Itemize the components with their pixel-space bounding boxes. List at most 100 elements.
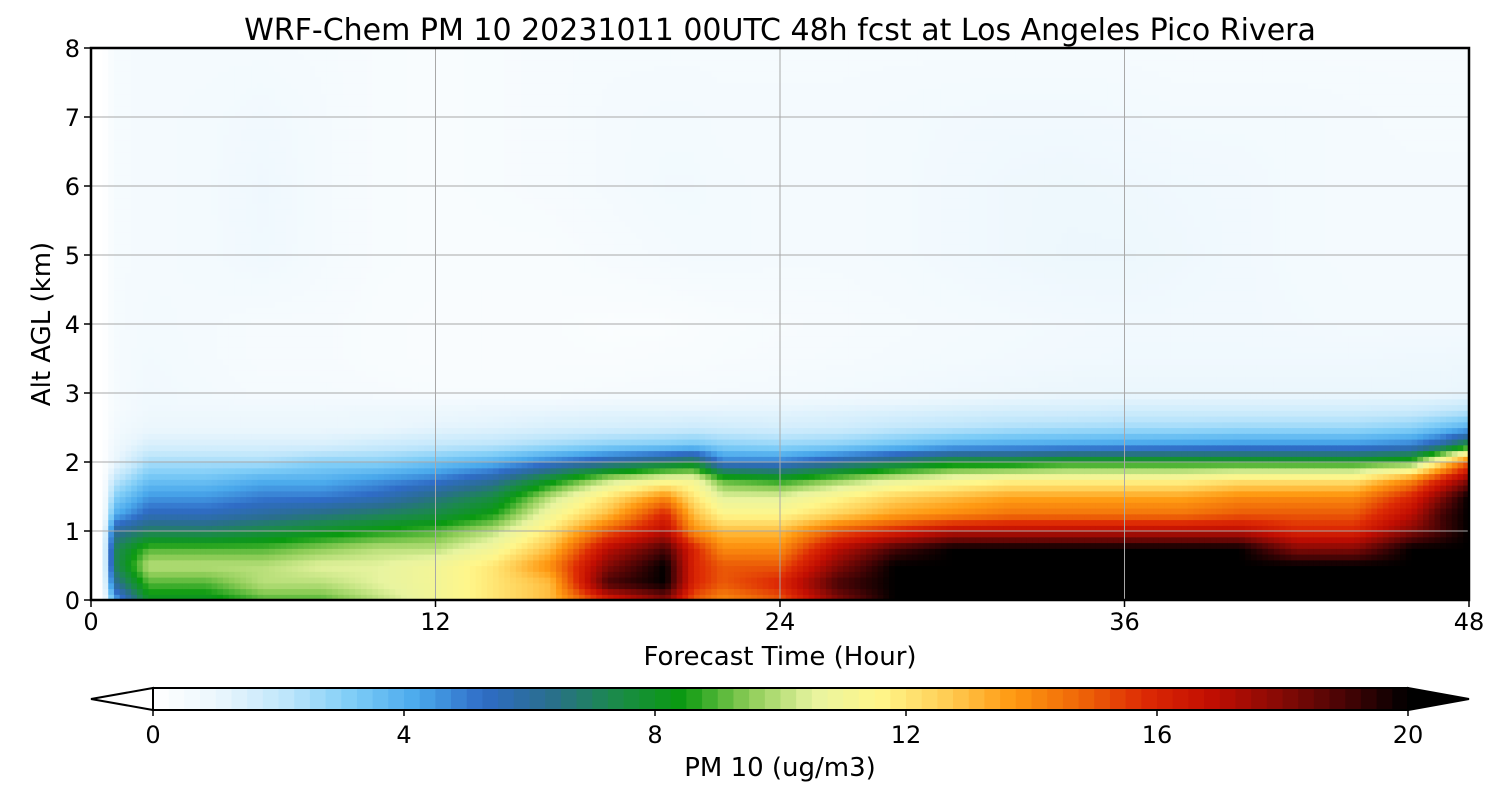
heatmap-cell	[866, 577, 873, 584]
heatmap-cell	[1354, 490, 1361, 498]
heatmap-cell	[1204, 536, 1212, 544]
heatmap-cell	[1199, 588, 1206, 595]
heatmap-cell	[251, 594, 259, 601]
heatmap-cell	[854, 508, 861, 515]
heatmap-cell	[343, 490, 350, 498]
heatmap-cell	[992, 525, 999, 532]
heatmap-cell	[1135, 485, 1143, 492]
heatmap-cell	[125, 508, 132, 515]
heatmap-cell	[1204, 548, 1212, 555]
heatmap-cell	[1032, 588, 1039, 595]
heatmap-cell	[688, 479, 695, 486]
heatmap-cell	[1239, 536, 1246, 544]
heatmap-cell	[1354, 559, 1361, 567]
heatmap-cell	[1187, 525, 1194, 532]
heatmap-cell	[1061, 565, 1068, 572]
heatmap-cell	[1451, 588, 1459, 595]
heatmap-cell	[1049, 479, 1057, 486]
heatmap-cell	[1032, 594, 1039, 601]
heatmap-cell	[1411, 525, 1418, 532]
heatmap-cell	[251, 582, 259, 590]
heatmap-cell	[579, 479, 586, 486]
heatmap-cell	[889, 479, 896, 486]
heatmap-cell	[1009, 485, 1017, 492]
heatmap-cell	[538, 508, 546, 515]
heatmap-cell	[286, 525, 293, 532]
heatmap-cell	[246, 508, 253, 515]
heatmap-cell	[1245, 594, 1252, 601]
heatmap-cell	[487, 513, 494, 521]
heatmap-cell	[1400, 525, 1407, 532]
heatmap-cell	[659, 496, 666, 503]
heatmap-cell	[1199, 531, 1206, 538]
heatmap-cell	[998, 548, 1005, 555]
heatmap-cell	[1382, 559, 1390, 567]
heatmap-cell	[768, 490, 775, 498]
heatmap-cell	[309, 508, 316, 515]
heatmap-cell	[418, 508, 425, 515]
heatmap-cell	[711, 519, 718, 526]
heatmap-cell	[1044, 513, 1051, 521]
heatmap-cell	[527, 542, 534, 549]
heatmap-cell	[866, 479, 873, 486]
heatmap-cell	[389, 548, 396, 555]
heatmap-cell	[1296, 490, 1304, 498]
heatmap-cell	[1342, 542, 1350, 549]
heatmap-cell	[291, 525, 299, 532]
heatmap-cell	[866, 525, 873, 532]
heatmap-cell	[343, 513, 350, 521]
heatmap-cell	[1256, 559, 1263, 567]
heatmap-cell	[889, 502, 896, 509]
heatmap-cell	[940, 542, 948, 549]
heatmap-cell	[573, 502, 580, 509]
heatmap-cell	[165, 508, 172, 515]
heatmap-cell	[1371, 565, 1378, 572]
heatmap-cell	[602, 571, 609, 578]
heatmap-cell	[1319, 594, 1327, 601]
heatmap-cell	[217, 542, 224, 549]
heatmap-cell	[1233, 502, 1240, 509]
heatmap-cell	[716, 554, 724, 561]
heatmap-cell	[986, 565, 994, 572]
heatmap-cell	[177, 536, 184, 544]
heatmap-cell	[1164, 508, 1172, 515]
heatmap-cell	[877, 519, 884, 526]
heatmap-cell	[1336, 519, 1344, 526]
heatmap-cell	[1061, 594, 1068, 601]
heatmap-cell	[1308, 565, 1315, 572]
heatmap-cell	[504, 536, 511, 544]
heatmap-cell	[303, 519, 310, 526]
heatmap-cell	[1101, 594, 1108, 601]
heatmap-cell	[286, 502, 293, 509]
heatmap-cell	[584, 565, 592, 572]
heatmap-cell	[1291, 548, 1298, 555]
heatmap-cell	[1423, 519, 1430, 526]
heatmap-cell	[957, 479, 965, 486]
heatmap-cell	[418, 496, 425, 503]
heatmap-cell	[952, 571, 959, 578]
heatmap-cell	[1164, 525, 1172, 532]
heatmap-cell	[182, 525, 190, 532]
heatmap-cell	[699, 519, 706, 526]
heatmap-cell	[136, 519, 144, 526]
heatmap-cell	[1216, 542, 1223, 549]
heatmap-cell	[498, 571, 505, 578]
heatmap-cell	[734, 531, 741, 538]
heatmap-cell	[1032, 571, 1039, 578]
heatmap-cell	[1365, 577, 1372, 584]
heatmap-cell	[1015, 559, 1022, 567]
heatmap-cell	[596, 519, 603, 526]
heatmap-cell	[1216, 565, 1223, 572]
heatmap-cell	[1336, 531, 1344, 538]
heatmap-cell	[200, 502, 207, 509]
heatmap-cell	[774, 548, 781, 555]
heatmap-cell	[1354, 577, 1361, 584]
heatmap-cell	[418, 565, 425, 572]
heatmap-cell	[1095, 559, 1103, 567]
heatmap-cell	[860, 577, 867, 584]
heatmap-cell	[1072, 513, 1080, 521]
heatmap-cell	[1256, 536, 1263, 544]
heatmap-cell	[148, 588, 155, 595]
heatmap-cell	[1170, 479, 1177, 486]
heatmap-cell	[1451, 565, 1459, 572]
